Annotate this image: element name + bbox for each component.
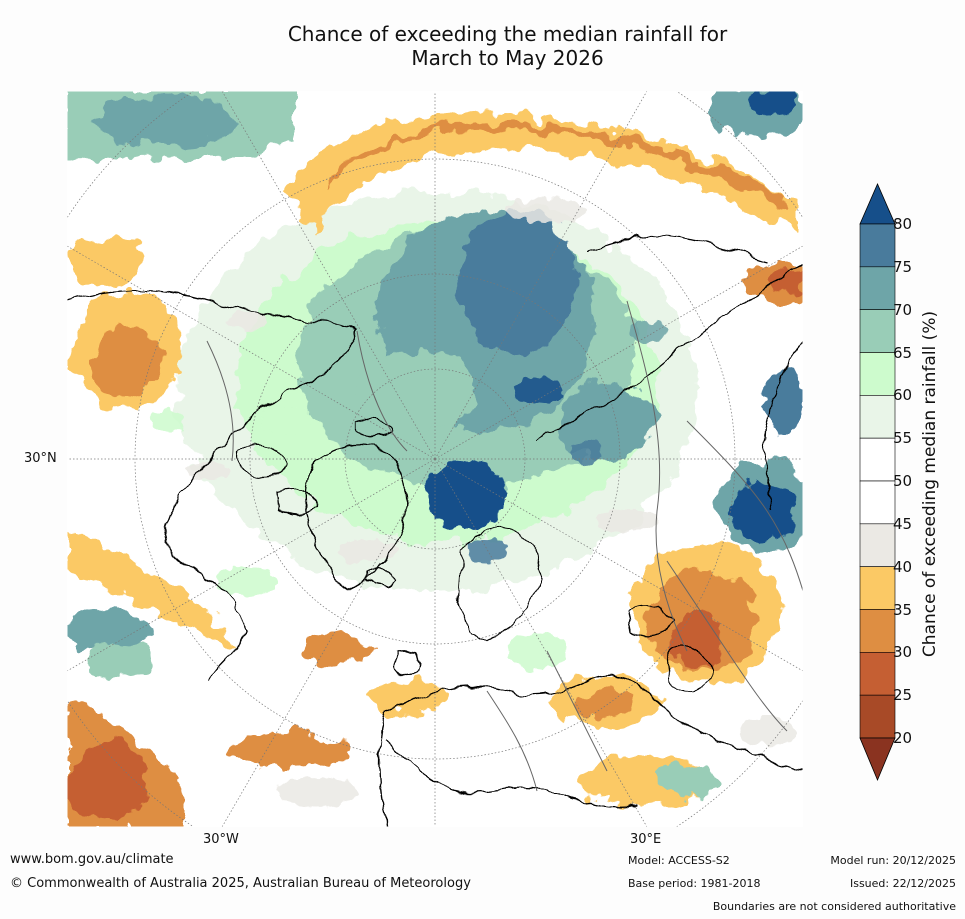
colorbar-extend-bottom: [859, 737, 896, 782]
colorbar-bin: [859, 694, 896, 739]
map-canvas: [0, 18, 876, 900]
colorbar-extend-top: [859, 183, 896, 225]
colorbar-tick-label: 45: [893, 514, 913, 533]
coastlines: [66, 234, 804, 828]
colorbar-tick-label: 60: [893, 386, 913, 405]
footer-website[interactable]: www.bom.gov.au/climate: [10, 852, 174, 867]
footer-issued: Issued: 22/12/2025: [849, 877, 956, 890]
colorbar-label: Chance of exceeding median rainfall (%): [920, 310, 940, 658]
country-boundaries: [206, 300, 804, 792]
title-line-1: Chance of exceeding the median rainfall …: [287, 22, 728, 46]
footer-disclaimer: Boundaries are not considered authoritat…: [712, 900, 956, 913]
colorbar-tick-label: 40: [893, 557, 913, 576]
colorbar-tick-label: 25: [893, 686, 913, 705]
colorbar-bin: [859, 609, 896, 653]
lat-label-30n: 30°N: [24, 451, 57, 466]
footer-base-period: Base period: 1981-2018: [628, 877, 761, 890]
map-title: Chance of exceeding the median rainfall …: [150, 22, 865, 70]
colorbar-bin: [859, 223, 896, 268]
colorbar-bin: [859, 523, 896, 567]
footer-copyright: © Commonwealth of Australia 2025, Austra…: [10, 876, 471, 891]
colorbar-tick-label: 65: [893, 343, 913, 362]
colorbar-bin: [859, 652, 896, 696]
colorbar-bins: [859, 183, 896, 782]
colorbar-tick-label: 50: [893, 472, 913, 490]
colorbar-bin: [859, 566, 896, 610]
lon-label-30w: 30°W: [203, 832, 239, 847]
title-line-2: March to May 2026: [411, 46, 604, 70]
colorbar-tick-label: 30: [893, 643, 913, 662]
rainfall-map: [0, 18, 876, 900]
colorbar-tick-label: 80: [893, 215, 913, 233]
colorbar-bin: [859, 309, 896, 353]
colorbar-tick-label: 70: [893, 300, 913, 319]
colorbar-tick-label: 20: [893, 729, 913, 747]
colorbar-bin: [859, 352, 896, 396]
footer-model: Model: ACCESS-S2: [628, 854, 730, 867]
colorbar-tick-label: 35: [893, 600, 913, 619]
colorbar-tick-label: 75: [893, 257, 913, 276]
colorbar-tick-label: 55: [893, 429, 913, 448]
colorbar-bin: [859, 437, 896, 482]
probability-speckle: [149, 199, 797, 805]
lon-label-30e: 30°E: [630, 832, 662, 847]
colorbar-bin: [859, 480, 896, 525]
colorbar: [859, 183, 896, 782]
colorbar-bin: [859, 395, 896, 439]
colorbar-bin: [859, 266, 896, 310]
footer-model-run: Model run: 20/12/2025: [830, 854, 956, 867]
